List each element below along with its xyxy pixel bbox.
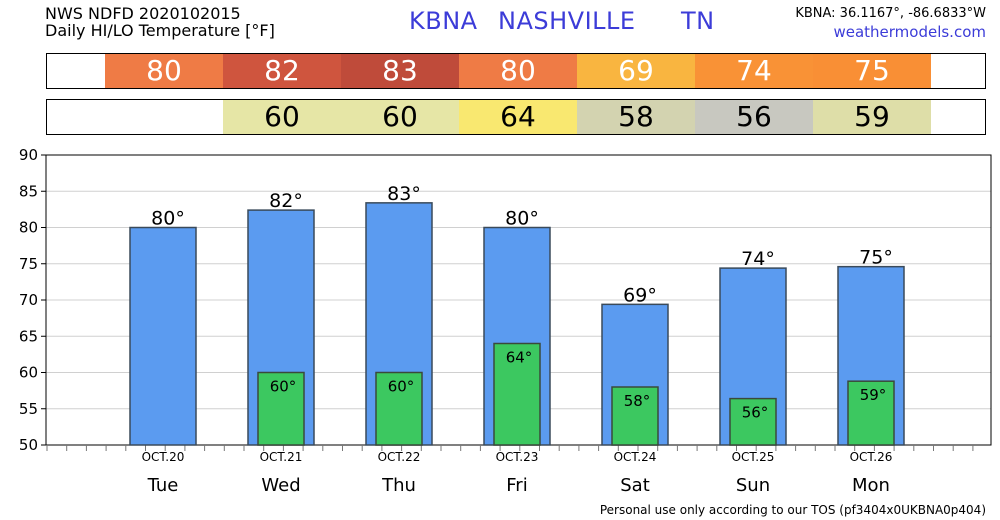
lo-bar xyxy=(847,380,895,446)
station-coordinates: KBNA: 36.1167°, -86.6833°W xyxy=(795,6,986,21)
hi-strip-cell: 83 xyxy=(341,54,459,88)
lo-bar-label: 64° xyxy=(506,349,533,367)
y-tick-label: 50 xyxy=(19,436,38,454)
chart-subtitle: Daily HI/LO Temperature [°F] xyxy=(45,21,275,40)
hi-strip-cell: 82 xyxy=(223,54,341,88)
hi-bar-label: 83° xyxy=(387,183,421,205)
lo-bar-label: 60° xyxy=(270,378,297,396)
lo-bar xyxy=(729,397,777,446)
x-day-label: Sun xyxy=(736,475,770,496)
lo-bar-label: 58° xyxy=(624,392,651,410)
lo-temperature-strip: 60 60 64 58 56 59 xyxy=(46,99,986,135)
x-day-label: Thu xyxy=(381,475,416,496)
lo-strip-cell: 59 xyxy=(813,100,931,134)
hi-bar-label: 69° xyxy=(623,284,657,306)
x-day-label: Tue xyxy=(147,475,179,496)
station-id: KBNA xyxy=(409,7,478,35)
y-tick-label: 70 xyxy=(19,291,38,309)
x-date-label: OCT.25 xyxy=(732,450,775,464)
lo-bar xyxy=(493,342,541,446)
lo-bar-label: 59° xyxy=(860,386,887,404)
y-tick-label: 75 xyxy=(19,255,38,273)
y-tick-label: 90 xyxy=(19,146,38,164)
x-day-label: Wed xyxy=(261,475,300,496)
y-tick-label: 85 xyxy=(19,182,38,200)
hi-strip-cell: 80 xyxy=(459,54,577,88)
station-name: NASHVILLE xyxy=(498,7,636,35)
x-day-label: Mon xyxy=(852,475,890,496)
y-tick-label: 55 xyxy=(19,400,38,418)
x-date-label: OCT.20 xyxy=(142,450,185,464)
footer-disclaimer: Personal use only according to our TOS (… xyxy=(599,503,986,517)
y-tick-label: 65 xyxy=(19,327,38,345)
lo-bar-label: 60° xyxy=(388,378,415,396)
y-tick-label: 60 xyxy=(19,364,38,382)
model-run-label: NWS NDFD 2020102015 xyxy=(45,4,241,23)
station-state: TN xyxy=(681,7,715,35)
x-date-label: OCT.22 xyxy=(378,450,421,464)
x-date-label: OCT.23 xyxy=(496,450,539,464)
lo-strip-cell: 60 xyxy=(223,100,341,134)
hi-bar-label: 74° xyxy=(741,248,775,270)
y-tick-label: 80 xyxy=(19,219,38,237)
lo-strip-cell: 58 xyxy=(577,100,695,134)
lo-strip-cell: 60 xyxy=(341,100,459,134)
hi-strip-cell: 69 xyxy=(577,54,695,88)
lo-strip-cell xyxy=(105,100,223,134)
x-date-label: OCT.24 xyxy=(614,450,657,464)
x-day-label: Fri xyxy=(506,475,527,496)
lo-strip-cell: 64 xyxy=(459,100,577,134)
x-date-label: OCT.21 xyxy=(260,450,303,464)
hi-strip-cell: 80 xyxy=(105,54,223,88)
hi-bar-label: 82° xyxy=(269,190,303,212)
hi-bar xyxy=(129,226,197,446)
x-date-label: OCT.26 xyxy=(850,450,893,464)
lo-bar-label: 56° xyxy=(742,404,769,422)
lo-strip-cell: 56 xyxy=(695,100,813,134)
lo-bar xyxy=(611,386,659,446)
lo-bar xyxy=(375,371,423,446)
lo-bar xyxy=(257,371,305,446)
site-link[interactable]: weathermodels.com xyxy=(833,23,986,41)
x-day-label: Sat xyxy=(620,475,650,496)
hi-bar-label: 80° xyxy=(505,208,539,230)
hi-bar-label: 80° xyxy=(151,208,185,230)
hi-bar-label: 75° xyxy=(859,247,893,269)
hi-strip-cell: 75 xyxy=(813,54,931,88)
hi-strip-cell: 74 xyxy=(695,54,813,88)
hi-temperature-strip: 80 82 83 80 69 74 75 xyxy=(46,53,986,89)
